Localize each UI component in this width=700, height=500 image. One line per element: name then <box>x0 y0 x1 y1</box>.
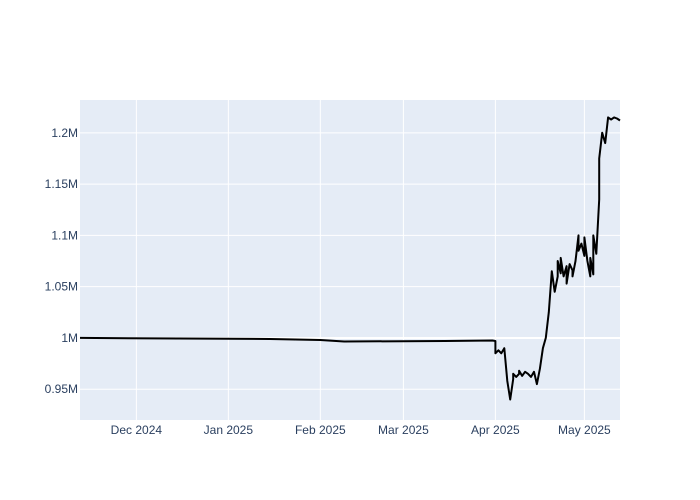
y-axis-ticks: 0.95M 1M 1.05M 1.1M 1.15M 1.2M <box>45 126 78 396</box>
y-tick-label: 1.2M <box>51 126 78 140</box>
x-tick-label: Mar 2025 <box>378 423 429 437</box>
x-tick-label: Dec 2024 <box>111 423 163 437</box>
x-tick-label: Jan 2025 <box>204 423 254 437</box>
x-axis-ticks: Dec 2024 Jan 2025 Feb 2025 Mar 2025 Apr 2025… <box>111 423 611 437</box>
series-line <box>79 116 621 401</box>
y-tick-label: 1M <box>61 331 78 345</box>
y-tick-label: 0.95M <box>45 382 78 396</box>
x-tick-label: May 2025 <box>558 423 611 437</box>
y-tick-label: 1.1M <box>51 228 78 242</box>
y-tick-label: 1.05M <box>45 280 78 294</box>
y-tick-label: 1.15M <box>45 177 78 191</box>
x-tick-label: Apr 2025 <box>471 423 520 437</box>
x-tick-label: Feb 2025 <box>295 423 346 437</box>
plot-background <box>80 100 620 420</box>
series-layer <box>79 116 621 401</box>
